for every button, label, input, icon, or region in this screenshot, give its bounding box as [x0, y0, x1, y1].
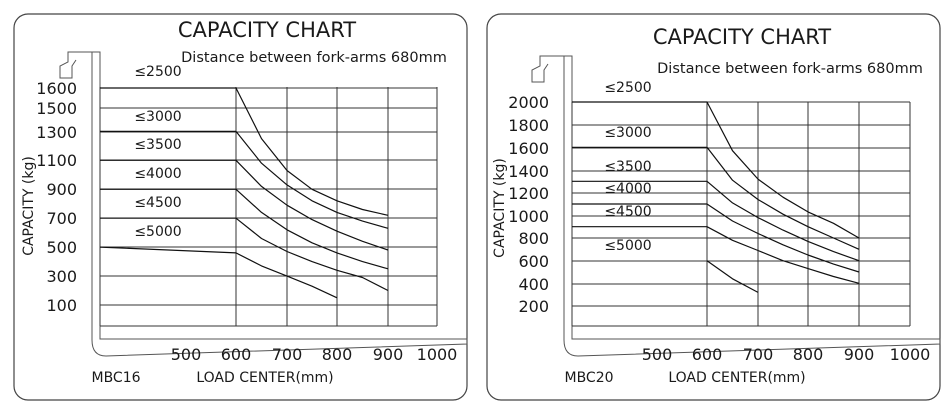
x-axis-label: LOAD CENTER(mm): [196, 370, 333, 386]
chart-panel-mbc20: 2000 1800 1600 1400 1200 1000 800 600 400 200 500 6…: [486, 13, 941, 401]
series-label: ≤5000: [134, 224, 181, 240]
y-tick-label: 1400: [508, 162, 549, 181]
x-tick-label: 700: [743, 345, 774, 364]
chart-title: CAPACITY CHART: [178, 18, 356, 42]
y-tick-label: 200: [518, 297, 549, 316]
y-tick-label: 600: [518, 252, 549, 271]
series-label: ≤4500: [134, 195, 181, 211]
series-line-5: [100, 217, 389, 292]
y-tick-label: 1500: [36, 99, 77, 118]
series-label: ≤4500: [604, 204, 651, 220]
model-label: MBC16: [91, 370, 140, 386]
y-tick-label: 1600: [36, 79, 77, 98]
series-line-1: [572, 101, 860, 239]
y-tick-label: 400: [518, 275, 549, 294]
chart-subtitle: Distance between fork-arms 680mm: [181, 50, 447, 66]
y-tick-label: 1800: [508, 116, 549, 135]
y-tick-label: 300: [46, 267, 77, 286]
x-tick-label: 700: [272, 345, 303, 364]
x-tick-label: 500: [171, 345, 202, 364]
panel-frame: [486, 13, 941, 401]
series-line-4: [100, 188, 389, 270]
series-label: ≤3000: [134, 109, 181, 125]
series-label: ≤2500: [134, 64, 181, 80]
y-axis-label: CAPACITY (kg): [21, 156, 37, 256]
x-axis-label: LOAD CENTER(mm): [668, 370, 805, 386]
y-tick-label: 1600: [508, 139, 549, 158]
series-line-6: [99, 246, 338, 299]
model-label: MBC20: [564, 370, 613, 386]
series-line-3: [572, 180, 860, 262]
series-label: ≤4000: [134, 166, 181, 182]
x-tick-label: 1000: [890, 345, 931, 364]
series-label: ≤3500: [604, 159, 651, 175]
x-tick-label: 900: [844, 345, 875, 364]
y-tick-label: 700: [46, 209, 77, 228]
series-label: ≤5000: [604, 238, 651, 254]
series-label: ≤3000: [604, 125, 651, 141]
series-line-4: [572, 203, 860, 273]
series-label: ≤2500: [604, 80, 651, 96]
backrest-outline: [59, 51, 92, 79]
y-tick-label: 100: [46, 296, 77, 315]
y-tick-label: 1300: [36, 123, 77, 142]
x-tick-label: 1000: [417, 345, 458, 364]
series-line-2: [572, 146, 860, 250]
y-tick-label: 800: [518, 229, 549, 248]
backrest-outline: [531, 55, 564, 83]
series-line-3: [100, 159, 389, 251]
series-label: ≤3500: [134, 137, 181, 153]
series-line-6: [706, 260, 759, 293]
series-line-5: [572, 226, 860, 284]
series-line-2: [100, 130, 389, 229]
y-tick-label: 2000: [508, 93, 549, 112]
y-tick-label: 900: [46, 180, 77, 199]
y-tick-label: 1000: [508, 207, 549, 226]
forklift-outline: [91, 51, 468, 357]
x-tick-label: 600: [221, 345, 252, 364]
x-tick-label: 600: [692, 345, 723, 364]
x-tick-label: 500: [642, 345, 673, 364]
y-axis-label: CAPACITY (kg): [492, 158, 508, 258]
y-tick-label: 1200: [508, 184, 549, 203]
x-tick-label: 800: [793, 345, 824, 364]
chart-title: CAPACITY CHART: [653, 25, 831, 49]
panel-frame: [13, 13, 468, 401]
x-tick-label: 900: [373, 345, 404, 364]
series-label: ≤4000: [604, 181, 651, 197]
forklift-outline: [563, 55, 941, 357]
y-tick-label: 1100: [36, 151, 77, 170]
series-line-1: [100, 87, 389, 216]
x-tick-label: 800: [322, 345, 353, 364]
chart-subtitle: Distance between fork-arms 680mm: [657, 61, 923, 77]
y-tick-label: 500: [46, 238, 77, 257]
